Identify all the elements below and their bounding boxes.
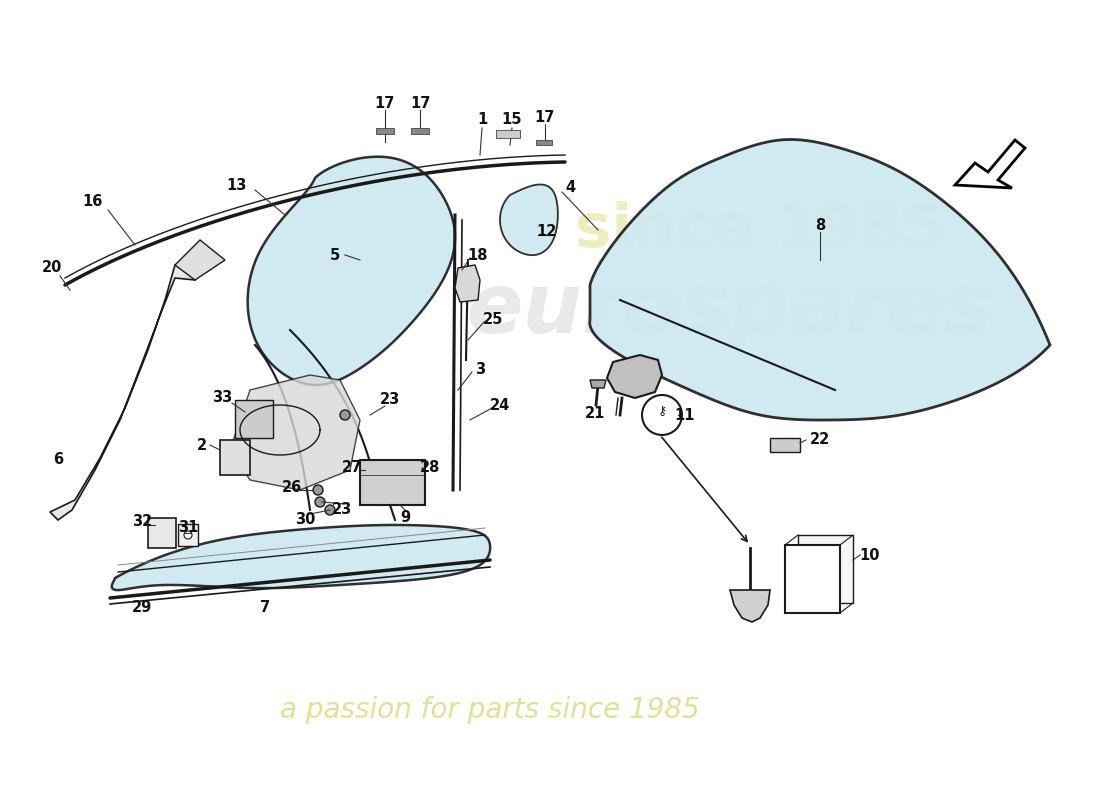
Bar <box>798 535 852 603</box>
Text: 4: 4 <box>565 181 575 195</box>
Text: 33: 33 <box>212 390 232 406</box>
Bar <box>178 524 198 546</box>
Text: 27: 27 <box>342 461 362 475</box>
Circle shape <box>314 485 323 495</box>
Text: since 1985: since 1985 <box>575 201 945 259</box>
Text: 24: 24 <box>490 398 510 413</box>
Text: 18: 18 <box>468 247 488 262</box>
Text: 25: 25 <box>483 313 503 327</box>
Text: 26: 26 <box>282 481 303 495</box>
Polygon shape <box>248 157 455 385</box>
Text: 15: 15 <box>502 113 522 127</box>
Bar <box>376 128 394 134</box>
Circle shape <box>184 531 192 539</box>
Text: 20: 20 <box>42 261 63 275</box>
Bar <box>235 400 273 438</box>
Polygon shape <box>730 590 770 622</box>
Text: ⚷: ⚷ <box>658 406 667 418</box>
Polygon shape <box>455 265 480 302</box>
Text: 16: 16 <box>82 194 103 210</box>
Circle shape <box>315 497 324 507</box>
Bar <box>785 545 840 613</box>
Text: 29: 29 <box>132 601 152 615</box>
Text: 17: 17 <box>410 95 430 110</box>
Text: 9: 9 <box>400 510 410 526</box>
Text: 31: 31 <box>178 519 198 534</box>
Text: 7: 7 <box>260 599 271 614</box>
Text: 21: 21 <box>585 406 605 422</box>
Text: 22: 22 <box>810 433 830 447</box>
Text: 8: 8 <box>815 218 825 233</box>
Polygon shape <box>590 380 606 388</box>
Text: 23: 23 <box>379 393 400 407</box>
Text: 17: 17 <box>375 95 395 110</box>
Bar <box>360 460 425 505</box>
Circle shape <box>642 395 682 435</box>
Bar <box>496 130 520 138</box>
Bar <box>411 128 429 134</box>
Text: eurospares: eurospares <box>466 270 993 350</box>
Circle shape <box>340 410 350 420</box>
Polygon shape <box>590 139 1050 420</box>
Polygon shape <box>175 240 226 280</box>
Text: 2: 2 <box>197 438 207 453</box>
Text: 6: 6 <box>53 453 63 467</box>
Text: 13: 13 <box>227 178 248 193</box>
Text: 1: 1 <box>477 113 487 127</box>
Polygon shape <box>230 375 360 490</box>
Text: 23: 23 <box>332 502 352 518</box>
Text: 28: 28 <box>420 461 440 475</box>
Text: 3: 3 <box>475 362 485 378</box>
Text: 17: 17 <box>535 110 556 125</box>
Text: 5: 5 <box>330 247 340 262</box>
Text: a passion for parts since 1985: a passion for parts since 1985 <box>280 696 700 724</box>
Bar <box>220 440 250 475</box>
Polygon shape <box>50 265 195 520</box>
Polygon shape <box>500 185 558 255</box>
Bar <box>536 140 552 145</box>
Bar <box>770 438 800 452</box>
Text: 12: 12 <box>537 225 558 239</box>
Text: 32: 32 <box>132 514 152 530</box>
Bar <box>148 518 176 548</box>
Polygon shape <box>112 525 491 590</box>
Text: 11: 11 <box>674 407 695 422</box>
Text: 30: 30 <box>295 513 316 527</box>
Polygon shape <box>607 355 662 398</box>
Polygon shape <box>955 140 1025 188</box>
Circle shape <box>324 505 336 515</box>
Text: 10: 10 <box>860 547 880 562</box>
